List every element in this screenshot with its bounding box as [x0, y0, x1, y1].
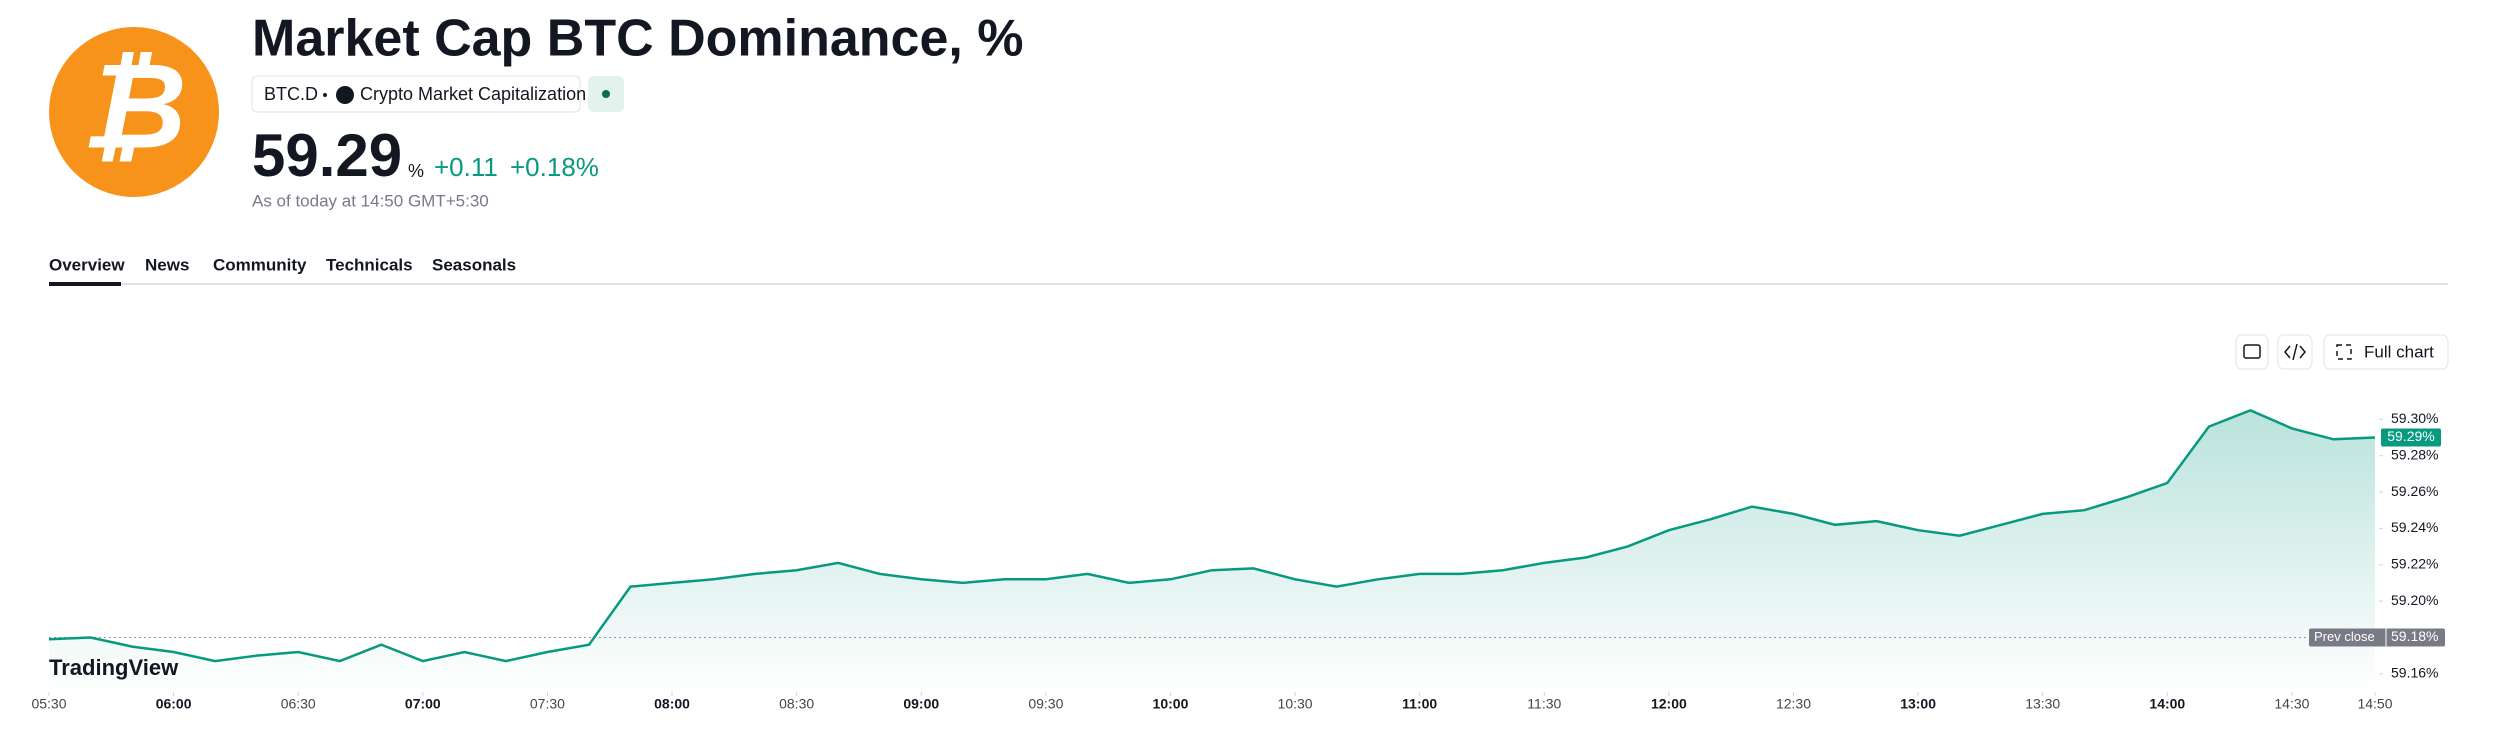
change: +0.11 [434, 152, 498, 182]
separator [323, 93, 327, 97]
change-pct: +0.18% [510, 152, 599, 182]
y-tick-label: 59.22% [2391, 555, 2438, 571]
x-tick-label: 12:30 [1776, 696, 1811, 712]
x-tick-label: 13:00 [1900, 696, 1936, 712]
x-tick-label: 10:30 [1278, 696, 1313, 712]
source: Crypto Market Capitalization [360, 84, 586, 104]
y-tick-label: 59.20% [2391, 592, 2438, 608]
source-icon [336, 86, 354, 104]
code-icon [2284, 343, 2306, 361]
x-tick-label: 10:00 [1153, 696, 1189, 712]
last-value-badge [2381, 428, 2441, 447]
y-tick-label: 59.26% [2391, 483, 2438, 499]
tab[interactable]: Overview [49, 255, 125, 274]
tab[interactable]: Seasonals [432, 255, 516, 274]
tab[interactable]: Community [213, 255, 307, 274]
y-tick-label: 59.30% [2391, 410, 2438, 426]
active-tab-underline [49, 282, 121, 286]
x-tick-label: 06:00 [156, 696, 192, 712]
x-tick-label: 11:30 [1527, 696, 1561, 712]
line [48, 408, 2376, 663]
last-value-label: 59.29% [2387, 428, 2434, 444]
x-tick-label: 12:00 [1651, 696, 1687, 712]
x-tick-label: 09:00 [903, 696, 939, 712]
camera-icon [2243, 344, 2261, 359]
full-chart-label: Full chart [2364, 342, 2434, 361]
symbol-chip[interactable] [251, 75, 581, 113]
as-of: As of today at 14:50 GMT+5:30 [252, 191, 489, 210]
y-tick-label: 59.28% [2391, 446, 2438, 462]
unit: % [408, 161, 424, 181]
prev-close-badge [2309, 628, 2445, 647]
x-tick-label: 07:00 [405, 696, 441, 712]
x-tick-label: 07:30 [530, 696, 565, 712]
y-tick-label: 59.24% [2391, 519, 2438, 535]
coin-symbol: ₿ [81, 40, 186, 174]
x-tick-label: 06:30 [281, 696, 316, 712]
prev-close-value: 59.18% [2391, 628, 2438, 644]
x-tick-label: 08:00 [654, 696, 690, 712]
expand-icon [2336, 344, 2352, 360]
x-tick-label: 09:30 [1028, 696, 1063, 712]
coin-logo [49, 27, 219, 197]
title: Market Cap BTC Dominance, % [252, 10, 1024, 68]
x-tick-label: 05:30 [31, 696, 66, 712]
prev-close-label: Prev close [2314, 629, 2375, 644]
full-chart-button[interactable] [2323, 334, 2449, 370]
x-tick-label: 14:00 [2149, 696, 2185, 712]
tab[interactable]: Technicals [326, 255, 413, 274]
snapshot-button[interactable] [2235, 334, 2269, 370]
price: 59.29 [252, 122, 402, 189]
x-tick-label: 14:50 [2357, 696, 2392, 712]
x-tick-label: 11:00 [1402, 696, 1437, 712]
area [49, 410, 2375, 692]
status-dot [602, 90, 610, 98]
x-tick-label: 08:30 [779, 696, 814, 712]
brand: TradingView [49, 655, 179, 680]
x-tick-label: 13:30 [2025, 696, 2060, 712]
tab[interactable]: News [145, 255, 189, 274]
symbol: BTC.D [264, 84, 318, 104]
y-tick-label: 59.16% [2391, 665, 2438, 681]
x-tick-label: 14:30 [2274, 696, 2309, 712]
chart: 59.16% 59.18% 59.20% 59.22% 59.24% 59.26% 59.2… [31, 408, 2445, 712]
